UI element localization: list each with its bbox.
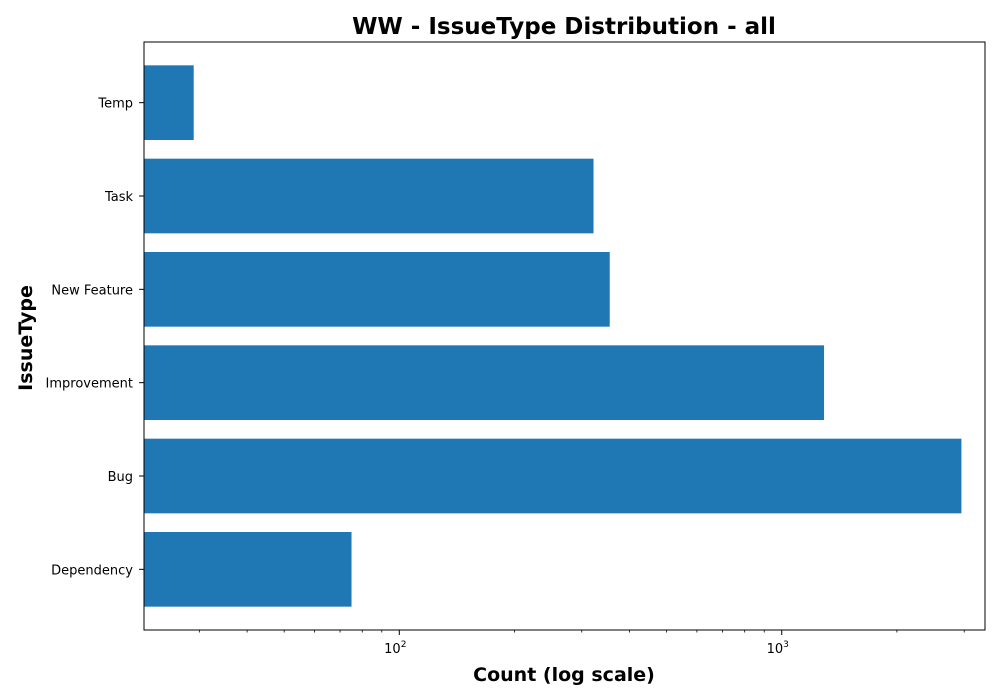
bar-improvement — [144, 345, 825, 420]
y-tick-label-bug: Bug — [108, 470, 133, 485]
y-tick-label-improvement: Improvement — [46, 377, 133, 392]
y-tick-label-temp: Temp — [97, 97, 133, 112]
y-tick-label-dependency: Dependency — [51, 563, 133, 578]
x-axis-label: Count (log scale) — [473, 664, 655, 686]
bar-bug — [144, 438, 962, 514]
bar-temp — [144, 65, 194, 140]
bar-new-feature — [144, 252, 610, 327]
chart-title: WW - IssueType Distribution - all — [352, 14, 776, 40]
bar-task — [144, 158, 594, 234]
plot-frame — [143, 41, 986, 631]
x-tick-label: 102 — [384, 640, 406, 657]
x-tick-label: 103 — [767, 640, 789, 657]
y-tick-label-new-feature: New Feature — [51, 283, 133, 298]
bar-dependency — [144, 532, 352, 607]
y-axis-label: IssueType — [15, 285, 37, 391]
y-tick-label-task: Task — [104, 190, 134, 205]
